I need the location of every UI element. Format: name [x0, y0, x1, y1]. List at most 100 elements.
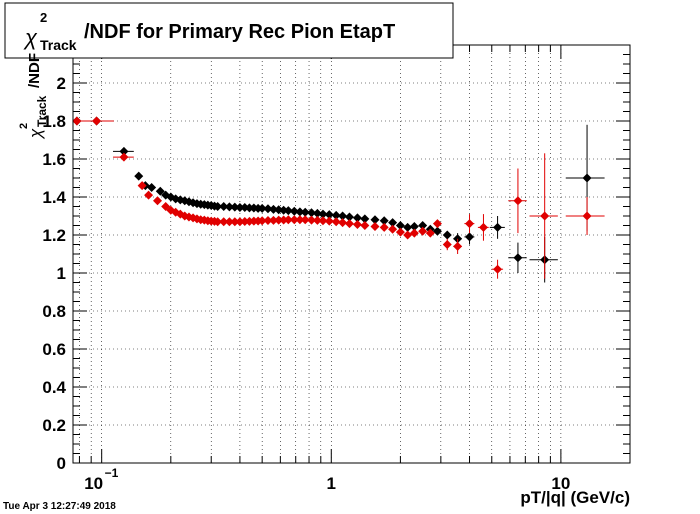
- data-point: [478, 222, 488, 232]
- y-tick-label: 0: [57, 454, 66, 473]
- data-point: [370, 215, 380, 225]
- data-point: [418, 221, 428, 230]
- data-point: [295, 215, 305, 225]
- data-point: [513, 253, 523, 263]
- data-point: [213, 217, 223, 227]
- data-point: [306, 208, 316, 218]
- data-point: [360, 214, 370, 224]
- data-point: [331, 217, 341, 227]
- data-point: [134, 171, 144, 181]
- data-point: [418, 226, 428, 236]
- data-point: [219, 202, 229, 211]
- x-tick-label: 10: [551, 474, 570, 493]
- chart-title: /NDF for Primary Rec Pion EtapT: [84, 21, 395, 43]
- data-point: [279, 215, 289, 225]
- data-point: [379, 216, 389, 226]
- y-tick-label: 2: [57, 74, 66, 93]
- y-tick-label: 0.2: [42, 416, 66, 435]
- y-axis-label-superscript: 2: [18, 123, 30, 129]
- y-axis-label-symbol: χ: [26, 128, 45, 140]
- x-tick-label: 1: [327, 474, 336, 493]
- series-0: [72, 116, 605, 283]
- data-point: [409, 221, 419, 231]
- data-point: [306, 215, 316, 225]
- data-point: [289, 215, 299, 225]
- data-point: [338, 211, 348, 221]
- title-subscript: Track: [40, 37, 77, 53]
- data-point: [324, 210, 334, 220]
- data-point: [300, 207, 310, 217]
- x-tick-label: 10: [84, 474, 103, 493]
- data-point: [235, 202, 245, 212]
- data-point: [213, 202, 223, 211]
- data-point: [230, 217, 240, 227]
- data-point: [344, 212, 354, 222]
- data-point: [268, 215, 278, 225]
- data-point: [283, 215, 293, 225]
- data-point: [224, 217, 234, 227]
- y-axis-label: /NDF: [26, 53, 43, 88]
- data-point: [268, 204, 278, 214]
- data-point: [379, 222, 389, 232]
- title-symbol: χ: [23, 25, 38, 50]
- data-point: [360, 221, 370, 230]
- data-point: [219, 217, 229, 227]
- data-point: [263, 216, 273, 226]
- title-superscript: 2: [40, 10, 47, 25]
- y-axis-label-group: χ 2 Track /NDF: [18, 53, 49, 140]
- data-point: [318, 209, 328, 219]
- y-tick-label: 1.6: [42, 150, 66, 169]
- data-point: [432, 219, 442, 229]
- data-point: [274, 215, 284, 225]
- data-point: [352, 213, 362, 223]
- data-point: [432, 226, 442, 236]
- data-point: [425, 228, 435, 238]
- data-point: [493, 222, 503, 232]
- data-point: [224, 202, 234, 212]
- data-point: [331, 210, 341, 220]
- data-point: [442, 240, 452, 249]
- y-tick-label: 1.4: [42, 188, 66, 207]
- data-point: [395, 221, 405, 230]
- data-point: [388, 224, 398, 234]
- data-point: [453, 241, 463, 251]
- data-point: [540, 211, 550, 221]
- x-tick-label-exponent: −1: [105, 466, 119, 480]
- data-point: [283, 206, 293, 216]
- data-point: [403, 222, 413, 232]
- data-point: [344, 219, 354, 229]
- data-point: [513, 196, 523, 206]
- data-point: [582, 211, 592, 221]
- data-point: [289, 206, 299, 216]
- y-tick-label: 1: [57, 264, 66, 283]
- y-axis-label-subscript: Track: [35, 95, 49, 127]
- data-point: [119, 146, 129, 156]
- data-point: [235, 217, 245, 227]
- data-point: [465, 232, 475, 242]
- y-tick-label: 0.4: [42, 378, 66, 397]
- data-point: [147, 183, 157, 192]
- data-point: [352, 220, 362, 230]
- data-point: [395, 227, 405, 237]
- data-point: [230, 202, 240, 212]
- data-point: [263, 204, 273, 214]
- data-point: [257, 216, 267, 226]
- data-point: [493, 264, 503, 274]
- data-point: [137, 181, 147, 191]
- data-point: [300, 215, 310, 225]
- data-point: [295, 207, 305, 217]
- series-1: [72, 116, 605, 279]
- data-series: [72, 116, 605, 283]
- chart-title-box: χ 2 Track /NDF for Primary Rec Pion Etap…: [4, 2, 454, 59]
- data-point: [370, 221, 380, 231]
- data-point: [92, 116, 102, 126]
- data-point: [318, 216, 328, 226]
- data-point: [388, 218, 398, 228]
- data-point: [409, 228, 419, 238]
- y-tick-label: 0.8: [42, 302, 66, 321]
- data-point: [324, 216, 334, 226]
- x-axis-label: pT/|q| (GeV/c): [520, 488, 630, 507]
- data-point: [465, 219, 475, 229]
